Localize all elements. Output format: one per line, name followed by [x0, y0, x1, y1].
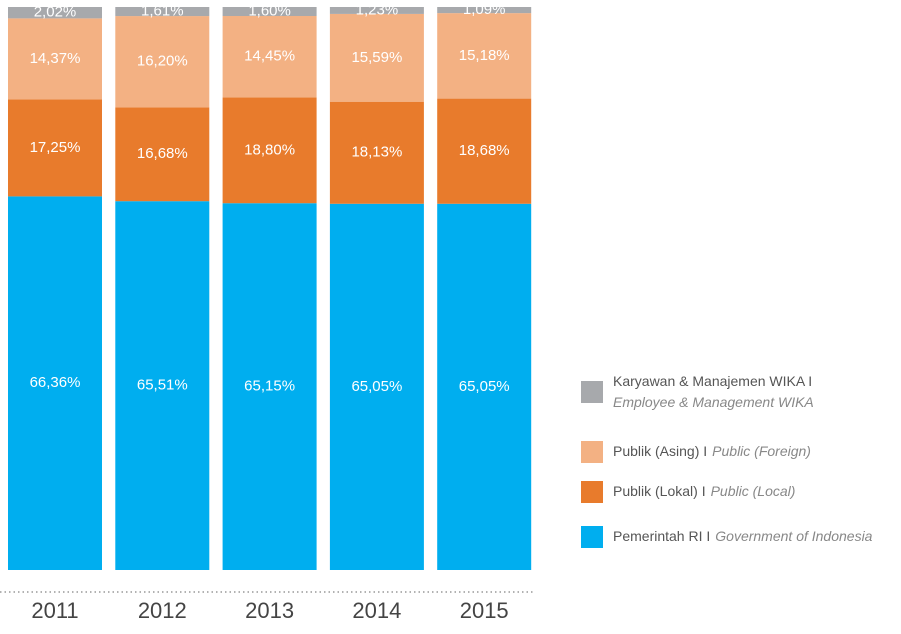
legend-name: Publik (Asing) I — [613, 443, 707, 459]
x-tick-label: 2011 — [31, 598, 78, 623]
value-label: 1,23% — [356, 1, 399, 18]
bar-segment — [115, 201, 210, 570]
value-label: 65,05% — [351, 378, 402, 395]
value-label: 1,60% — [248, 2, 291, 19]
x-tick-label: 2015 — [460, 598, 509, 623]
bar-segment — [437, 7, 532, 14]
x-tick-label: 2013 — [245, 598, 294, 623]
value-label: 1,61% — [141, 3, 184, 20]
value-label: 2,02% — [34, 4, 77, 21]
bar-segment — [8, 18, 102, 100]
legend-swatch — [581, 526, 603, 548]
value-label: 18,13% — [351, 144, 402, 161]
value-label: 1,09% — [463, 1, 506, 18]
legend-label: Pemerintah RI I Government of Indonesia — [613, 528, 873, 544]
legend-name-en: Public (Foreign) — [712, 443, 811, 459]
value-label: 65,15% — [244, 378, 295, 395]
legend-name: Publik (Lokal) I — [613, 483, 706, 499]
bar-segment — [115, 107, 210, 202]
value-label: 65,05% — [459, 378, 510, 395]
bar-segment — [222, 16, 317, 98]
legend-name-en: Public (Local) — [711, 483, 796, 499]
legend-name-en: Employee & Management WIKA — [613, 394, 814, 410]
legend-swatch — [581, 381, 603, 403]
bar-segment — [8, 196, 102, 571]
value-label: 14,37% — [30, 50, 81, 67]
legend-label: Karyawan & Manajemen WIKA I Employee & Ma… — [613, 373, 814, 410]
bar-segment — [329, 101, 424, 204]
value-label: 16,20% — [137, 53, 188, 70]
value-label: 65,51% — [137, 377, 188, 394]
value-label: 15,18% — [459, 47, 510, 64]
bar-segment — [8, 7, 102, 19]
value-label: 17,25% — [30, 139, 81, 156]
legend-name-en: Government of Indonesia — [715, 528, 872, 544]
bar-segment — [222, 97, 317, 204]
value-label: 16,68% — [137, 145, 188, 162]
bar-segment — [115, 16, 210, 108]
value-label: 18,68% — [459, 142, 510, 159]
bar-segment — [329, 203, 424, 570]
bar-segment — [222, 7, 317, 17]
bar-segment — [222, 203, 317, 570]
legend-name: Karyawan & Manajemen WIKA I — [613, 373, 812, 389]
legend-label: Publik (Lokal) I Public (Local) — [613, 483, 795, 499]
legend-swatch — [581, 481, 603, 503]
bar-segment — [115, 7, 210, 17]
bar-segment — [437, 13, 532, 99]
legend-swatch — [581, 441, 603, 463]
legend-label: Publik (Asing) I Public (Foreign) — [613, 443, 811, 459]
legend-name: Pemerintah RI I — [613, 528, 710, 544]
value-label: 66,36% — [30, 374, 81, 391]
bar-segment — [8, 99, 102, 197]
value-label: 18,80% — [244, 141, 295, 158]
x-tick-label: 2014 — [352, 598, 401, 623]
bar-segment — [329, 7, 424, 14]
value-label: 14,45% — [244, 48, 295, 65]
x-tick-label: 2012 — [138, 598, 187, 623]
value-label: 15,59% — [351, 49, 402, 66]
bar-segment — [437, 98, 532, 204]
bar-segment — [437, 203, 532, 570]
bar-segment — [329, 13, 424, 102]
